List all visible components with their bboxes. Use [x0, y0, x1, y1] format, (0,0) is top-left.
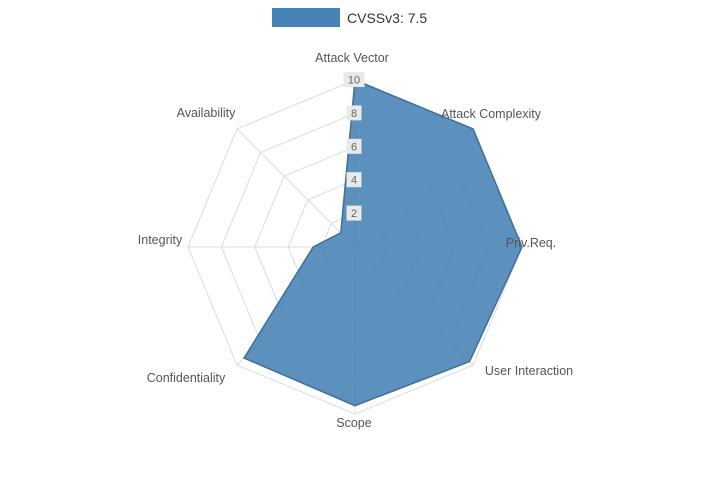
radial-tick-box: [346, 205, 362, 221]
axis-label-integrity: Integrity: [138, 233, 183, 247]
radial-tick-box: [343, 72, 365, 87]
axis-label-confidentiality: Confidentiality: [147, 371, 226, 385]
radial-tick-box: [346, 172, 362, 188]
radial-tick-label: 10: [348, 75, 360, 87]
radial-tick-label: 8: [351, 108, 357, 120]
axis-label-availability: Availability: [177, 106, 237, 120]
radial-tick-box: [346, 105, 362, 121]
series-polygon: [242, 78, 523, 407]
radial-tick-label: 6: [351, 141, 357, 153]
axis-label-scope: Scope: [336, 416, 371, 430]
radial-tick-label: 2: [351, 208, 357, 220]
radial-tick-label: 4: [351, 175, 357, 187]
axis-label-attack-vector: Attack Vector: [315, 51, 389, 65]
legend-swatch: [272, 8, 340, 27]
axis-label-priv-req: Priv.Req.: [506, 236, 556, 250]
axis-label-attack-complexity: Attack Complexity: [441, 107, 542, 121]
axis-label-user-interaction: User Interaction: [485, 364, 573, 378]
grid-spoke: [236, 128, 356, 248]
radial-tick-box: [346, 138, 362, 154]
legend: CVSSv3: 7.5: [272, 8, 427, 27]
legend-label: CVSSv3: 7.5: [347, 9, 428, 26]
